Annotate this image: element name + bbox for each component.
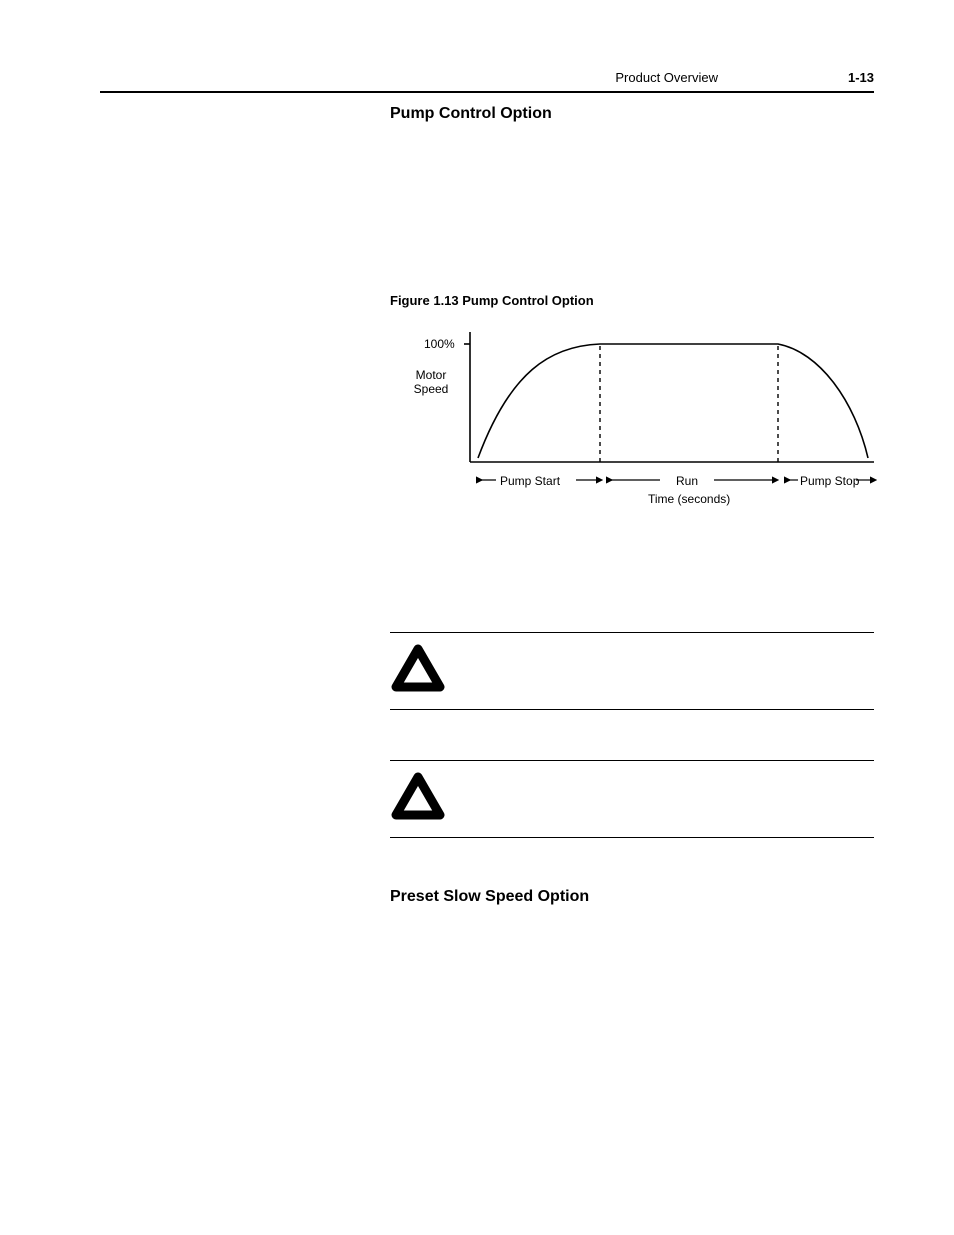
chart-svg	[400, 322, 880, 532]
y-axis-label-1: Motor	[416, 368, 447, 382]
attention-icon	[390, 771, 446, 823]
y-axis-label: Motor Speed	[406, 368, 456, 397]
pump-control-chart: 100% Motor Speed Pump Start Run Pump Sto…	[400, 322, 880, 532]
header-page-number: 1-13	[848, 70, 874, 85]
y-tick-label: 100%	[424, 337, 455, 351]
phase-label-stop: Pump Stop	[800, 474, 859, 488]
header-section-title: Product Overview	[615, 70, 718, 85]
phase-label-run: Run	[676, 474, 698, 488]
figure-caption: Figure 1.13 Pump Control Option	[390, 293, 874, 308]
pump-control-heading: Pump Control Option	[390, 105, 874, 123]
speed-curve	[478, 344, 868, 458]
attention-block-1	[390, 632, 874, 710]
page-header: Product Overview 1-13	[100, 70, 874, 93]
content-column: Pump Control Option Figure 1.13 Pump Con…	[390, 105, 874, 906]
y-axis-label-2: Speed	[414, 382, 449, 396]
x-axis-label: Time (seconds)	[648, 492, 730, 506]
phase-label-start: Pump Start	[500, 474, 560, 488]
preset-slow-speed-heading: Preset Slow Speed Option	[390, 888, 874, 906]
attention-icon	[390, 643, 446, 695]
page-container: Product Overview 1-13 Pump Control Optio…	[0, 0, 954, 1235]
attention-block-2	[390, 760, 874, 838]
